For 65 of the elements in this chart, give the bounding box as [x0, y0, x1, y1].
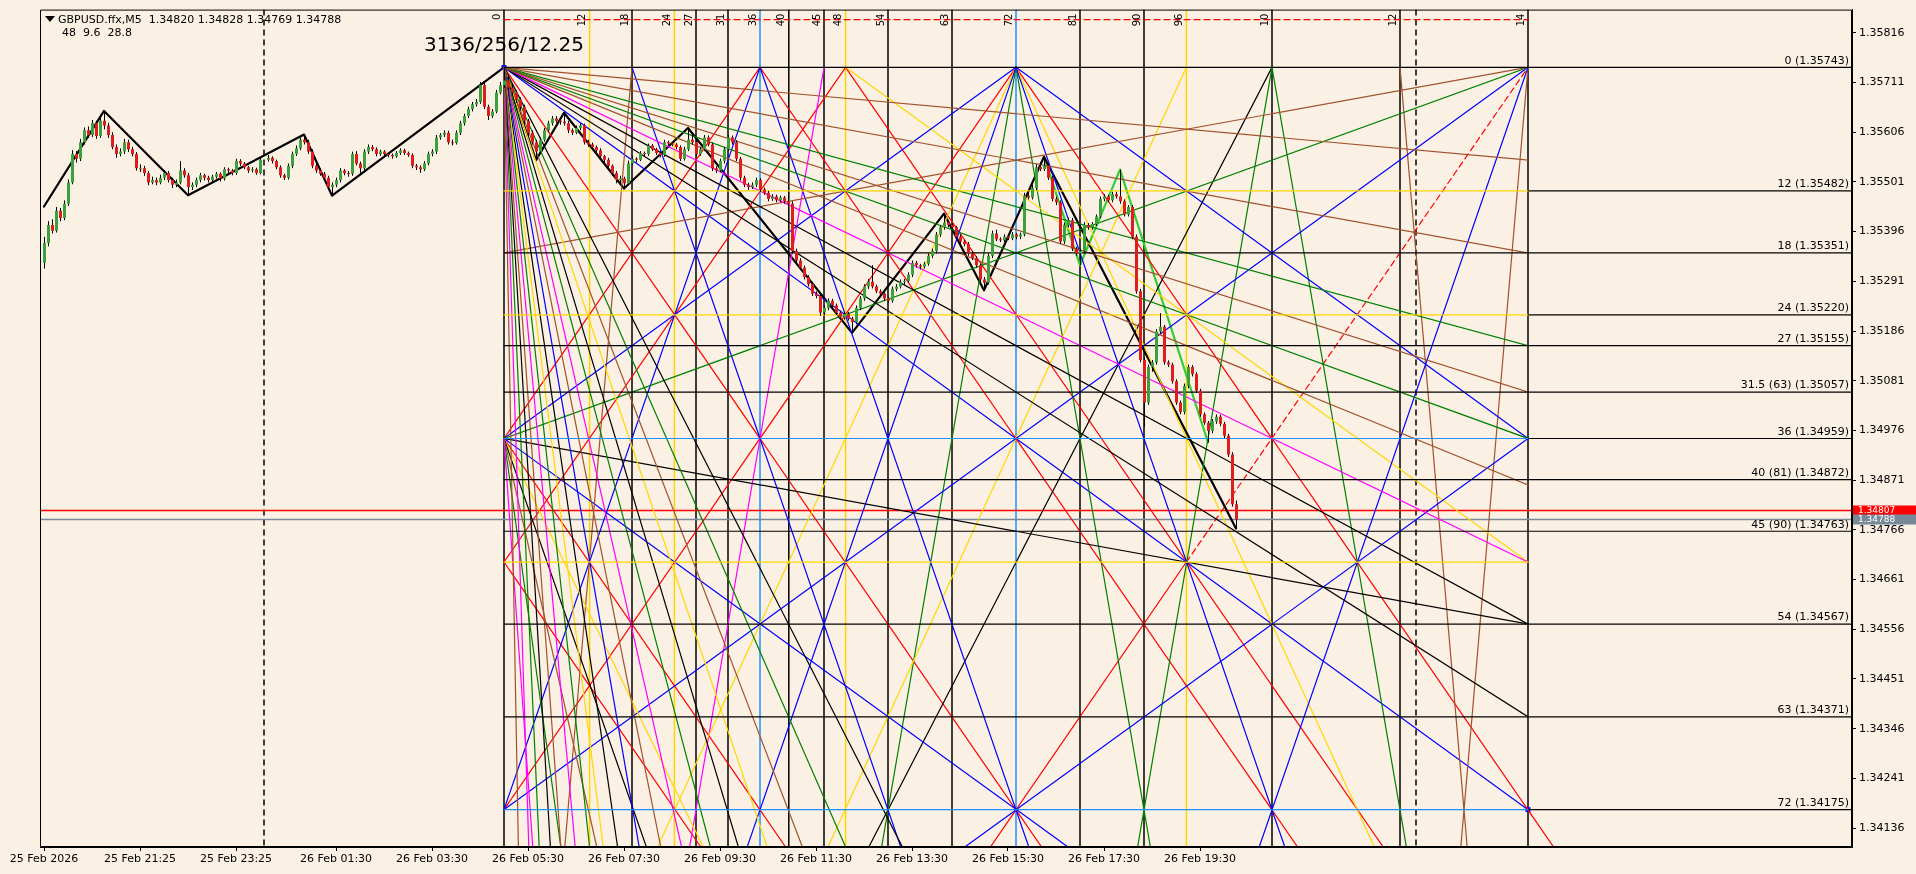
x-tick-label: 26 Feb 09:30	[683, 852, 757, 866]
ref-line-label: 81	[1066, 13, 1078, 27]
ref-line-label: 48	[832, 13, 844, 27]
annotation: 72 (1.34175)	[1777, 795, 1849, 809]
ref-line-label: 27	[682, 13, 694, 27]
ref-line-label: 36	[746, 13, 758, 27]
x-tick-label: 26 Feb 07:30	[587, 852, 661, 866]
x-tick-label: 26 Feb 03:30	[395, 852, 469, 866]
annotation: 31.5 (63) (1.35057)	[1740, 378, 1849, 392]
annotation: 45 (90) (1.34763)	[1751, 517, 1849, 531]
ref-line-label: 14	[1514, 13, 1526, 27]
y-tick-label: 1.35501	[1859, 174, 1905, 188]
y-tick-label: 1.35291	[1859, 274, 1905, 288]
y-tick-label: 1.34241	[1859, 771, 1905, 785]
ref-line-label: 31	[714, 13, 726, 27]
y-tick-label: 1.34976	[1859, 423, 1905, 437]
ref-line-label: 12	[1386, 13, 1398, 27]
annotation: 40 (81) (1.34872)	[1751, 466, 1849, 480]
annotation: 63 (1.34371)	[1777, 703, 1849, 717]
x-tick-label: 25 Feb 21:25	[103, 852, 177, 866]
ref-line-label: 90	[1130, 13, 1142, 27]
y-tick-label: 1.35396	[1859, 224, 1905, 238]
y-tick-label: 1.34136	[1859, 820, 1905, 834]
ref-line-label: 72	[1002, 13, 1014, 27]
ref-line-label: 96	[1172, 13, 1184, 27]
y-tick-label: 1.35606	[1859, 125, 1905, 139]
ref-line-label: 54	[874, 13, 886, 27]
annotation: 36 (1.34959)	[1777, 424, 1849, 438]
x-tick-label: 25 Feb 2026	[9, 852, 79, 866]
text: 48 9.6 28.8	[62, 25, 132, 39]
y-tick-label: 1.34451	[1859, 671, 1905, 685]
annotation: 54 (1.34567)	[1777, 610, 1849, 624]
annotation: 18 (1.35351)	[1777, 239, 1849, 253]
y-tick-label: 1.35711	[1859, 75, 1905, 89]
y-tick-label: 1.35816	[1859, 25, 1905, 39]
annotation: 0 (1.35743)	[1784, 53, 1849, 67]
y-tick-label: 1.35186	[1859, 323, 1905, 337]
x-tick-label: 26 Feb 11:30	[779, 852, 853, 866]
ref-line-label: 10	[1258, 13, 1270, 27]
x-tick-label: 26 Feb 05:30	[491, 852, 565, 866]
x-tick-label: 26 Feb 01:30	[299, 852, 373, 866]
chart-title: GBPUSD.ffx,M5 1.34820 1.34828 1.34769 1.34788	[58, 12, 342, 26]
x-tick-label: 25 Feb 23:25	[199, 852, 273, 866]
ref-line-label: 0	[490, 13, 502, 20]
annotation: 24 (1.35220)	[1777, 301, 1849, 315]
annotation: 12 (1.35482)	[1777, 177, 1849, 191]
annotation: 27 (1.35155)	[1777, 332, 1849, 346]
ref-line-label: 45	[810, 13, 822, 27]
x-tick-label: 26 Feb 19:30	[1163, 852, 1237, 866]
ref-line-label: 18	[618, 13, 630, 27]
y-tick-label: 1.34346	[1859, 721, 1905, 735]
x-tick-label: 26 Feb 13:30	[875, 852, 949, 866]
y-tick-label: 1.34871	[1859, 472, 1905, 486]
ref-line-label: 12	[576, 13, 588, 27]
ref-line-label: 63	[938, 13, 950, 27]
y-tick-label: 1.34766	[1859, 522, 1905, 536]
y-tick-label: 1.34661	[1859, 572, 1905, 586]
ref-line-label: 1.34807	[1858, 504, 1896, 515]
y-tick-label: 1.34556	[1859, 622, 1905, 636]
x-tick-label: 26 Feb 15:30	[971, 852, 1045, 866]
ref-line-label: 24	[660, 13, 672, 27]
y-tick-label: 1.35081	[1859, 373, 1905, 387]
ref-line-label: 40	[775, 13, 787, 27]
x-tick-label: 26 Feb 17:30	[1067, 852, 1141, 866]
ref-line-label: 1.34788	[1858, 513, 1896, 524]
